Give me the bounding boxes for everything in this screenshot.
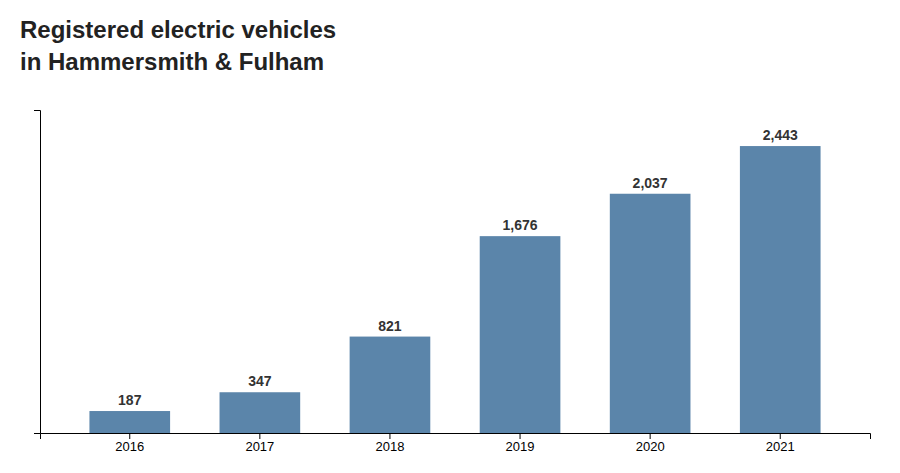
data-label: 821: [378, 318, 402, 334]
x-tick: 2017: [245, 433, 274, 454]
y-axis-line: [34, 111, 41, 434]
x-tick-mark: [129, 433, 130, 439]
x-tick: 2019: [506, 433, 535, 454]
bar: [350, 337, 431, 433]
x-axis: 2016 2017 2018 2019 2020 2021: [41, 433, 871, 454]
plot: 187 347 821 1,676 2,037 2,443 2016 2017 2018 2019…: [34, 111, 871, 455]
bar: [480, 236, 561, 433]
data-label: 2,443: [763, 127, 798, 143]
title: Registered electric vehicles: [20, 16, 336, 43]
bar: [740, 146, 821, 433]
chart: Registered electric vehicles in Hammersmi…: [0, 0, 900, 473]
x-tick-mark: [259, 433, 260, 439]
bar: [220, 392, 301, 433]
x-tick-mark: [389, 433, 390, 439]
bars: [89, 146, 820, 433]
data-label: 347: [248, 373, 272, 389]
x-tick: 2018: [375, 433, 404, 454]
bar: [610, 194, 691, 433]
x-tick-label: 2020: [636, 439, 665, 454]
data-labels: 187 347 821 1,676 2,037 2,443: [118, 127, 798, 408]
data-label: 2,037: [633, 175, 668, 191]
x-tick-label: 2016: [115, 439, 144, 454]
x-tick-mark: [650, 433, 651, 439]
data-label: 187: [118, 392, 142, 408]
x-tick-mark: [520, 433, 521, 439]
x-tick-label: 2019: [506, 439, 535, 454]
x-tick: 2020: [636, 433, 665, 454]
y-axis: [34, 111, 41, 434]
x-tick-label: 2021: [766, 439, 795, 454]
x-axis-line: [41, 434, 871, 440]
x-tick: 2021: [766, 433, 795, 454]
bar: [89, 411, 170, 433]
x-tick-mark: [780, 433, 781, 439]
x-tick: 2016: [115, 433, 144, 454]
x-tick-label: 2018: [375, 439, 404, 454]
subtitle: in Hammersmith & Fulham: [20, 48, 324, 75]
x-tick-label: 2017: [245, 439, 274, 454]
data-label: 1,676: [503, 217, 538, 233]
